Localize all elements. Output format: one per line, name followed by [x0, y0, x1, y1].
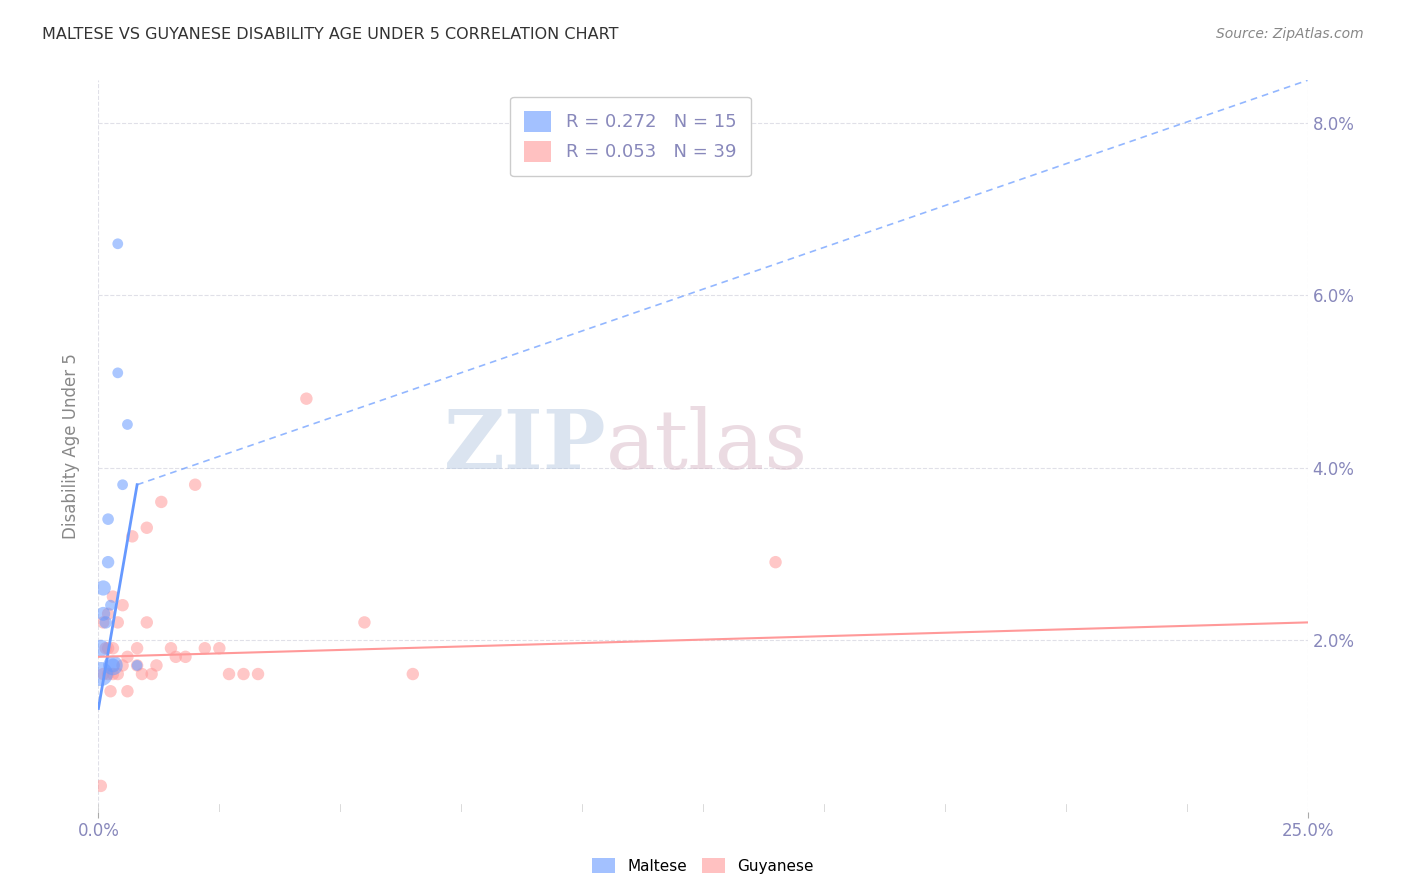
Point: [100, 684, 122, 698]
Point: [101, 658, 124, 673]
Point: [97, 607, 120, 621]
Point: [165, 649, 187, 664]
Point: [101, 641, 124, 656]
Point: [107, 615, 129, 630]
Point: [145, 658, 167, 673]
Point: [107, 236, 129, 251]
Point: [150, 495, 173, 509]
Point: [90, 779, 112, 793]
Point: [101, 658, 124, 673]
Text: MALTESE VS GUYANESE DISABILITY AGE UNDER 5 CORRELATION CHART: MALTESE VS GUYANESE DISABILITY AGE UNDER…: [42, 27, 619, 42]
Point: [90, 667, 112, 681]
Point: [247, 667, 270, 681]
Point: [208, 641, 231, 656]
Point: [117, 684, 139, 698]
Point: [141, 667, 163, 681]
Y-axis label: Disability Age Under 5: Disability Age Under 5: [62, 353, 80, 539]
Point: [91, 581, 114, 595]
Point: [218, 667, 240, 681]
Point: [97, 512, 120, 526]
Point: [97, 555, 120, 569]
Point: [765, 555, 787, 569]
Point: [174, 649, 197, 664]
Point: [97, 667, 120, 681]
Point: [91, 615, 114, 630]
Point: [295, 392, 318, 406]
Point: [91, 667, 114, 681]
Legend: Maltese, Guyanese: Maltese, Guyanese: [586, 852, 820, 880]
Point: [184, 477, 207, 491]
Point: [135, 521, 157, 535]
Point: [94, 615, 117, 630]
Point: [117, 649, 139, 664]
Point: [127, 658, 149, 673]
Point: [101, 667, 124, 681]
Point: [117, 417, 139, 432]
Point: [135, 615, 157, 630]
Point: [91, 607, 114, 621]
Point: [127, 641, 149, 656]
Point: [194, 641, 217, 656]
Point: [402, 667, 425, 681]
Point: [127, 658, 149, 673]
Point: [111, 598, 134, 612]
Point: [101, 590, 124, 604]
Point: [107, 366, 129, 380]
Point: [90, 641, 112, 656]
Point: [100, 598, 122, 612]
Point: [94, 641, 117, 656]
Point: [353, 615, 375, 630]
Point: [232, 667, 254, 681]
Point: [107, 667, 129, 681]
Text: ZIP: ZIP: [444, 406, 606, 486]
Text: atlas: atlas: [606, 406, 808, 486]
Point: [121, 529, 143, 543]
Point: [111, 477, 134, 491]
Text: Source: ZipAtlas.com: Source: ZipAtlas.com: [1216, 27, 1364, 41]
Point: [97, 641, 120, 656]
Point: [131, 667, 153, 681]
Legend: R = 0.272   N = 15, R = 0.053   N = 39: R = 0.272 N = 15, R = 0.053 N = 39: [510, 96, 751, 177]
Point: [160, 641, 183, 656]
Point: [111, 658, 134, 673]
